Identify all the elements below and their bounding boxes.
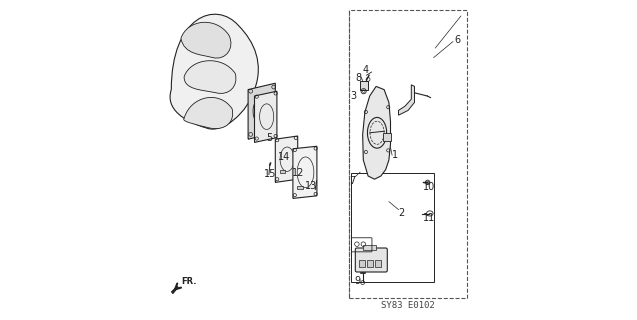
Text: 10: 10 — [423, 182, 435, 192]
Bar — [359, 260, 365, 267]
Text: 4: 4 — [363, 65, 369, 75]
Text: 8: 8 — [355, 73, 361, 84]
Bar — [363, 245, 376, 250]
PathPatch shape — [399, 85, 415, 115]
PathPatch shape — [293, 146, 317, 198]
Text: 1: 1 — [392, 150, 397, 160]
Text: 15: 15 — [264, 169, 276, 180]
Text: 12: 12 — [292, 168, 304, 179]
Text: 7: 7 — [350, 176, 356, 186]
Text: 14: 14 — [278, 152, 290, 162]
Bar — [280, 170, 285, 173]
PathPatch shape — [183, 97, 233, 129]
Text: 5: 5 — [266, 132, 273, 143]
Text: 13: 13 — [304, 180, 317, 191]
PathPatch shape — [184, 61, 236, 93]
FancyBboxPatch shape — [355, 248, 387, 272]
Bar — [297, 186, 303, 189]
Text: 6: 6 — [455, 35, 461, 45]
PathPatch shape — [275, 136, 297, 182]
Text: 9: 9 — [354, 276, 361, 286]
Bar — [349, 10, 468, 298]
Bar — [375, 260, 381, 267]
PathPatch shape — [362, 86, 390, 179]
Bar — [367, 260, 373, 267]
Text: 3: 3 — [350, 91, 356, 101]
Text: SY83 E0102: SY83 E0102 — [381, 301, 435, 310]
Text: 2: 2 — [398, 208, 404, 218]
Text: FR.: FR. — [181, 277, 196, 286]
Bar — [360, 81, 368, 90]
Text: 11: 11 — [423, 213, 435, 223]
Bar — [350, 173, 434, 282]
PathPatch shape — [171, 286, 178, 294]
Bar — [382, 133, 390, 141]
PathPatch shape — [248, 83, 275, 139]
PathPatch shape — [255, 91, 277, 142]
PathPatch shape — [170, 14, 259, 129]
PathPatch shape — [181, 22, 231, 58]
